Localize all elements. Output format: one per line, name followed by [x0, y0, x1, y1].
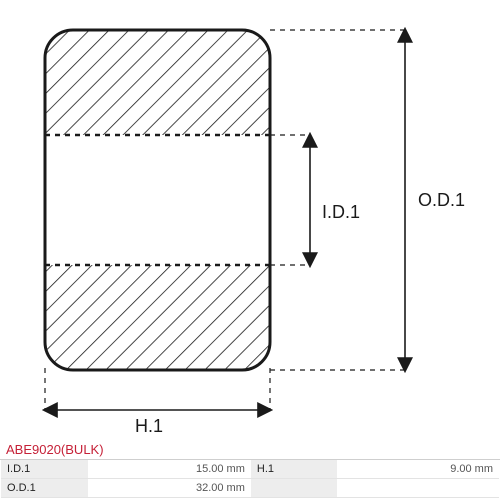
id1-label: I.D.1	[322, 202, 360, 222]
spec-empty-value	[337, 479, 500, 498]
spec-id1-value: 15.00 mm	[88, 460, 251, 479]
h1-label: H.1	[135, 416, 163, 436]
spec-empty-label	[251, 479, 337, 498]
part-code: ABE9020(BULK)	[0, 440, 500, 460]
spec-h1-label: H.1	[251, 460, 337, 479]
spec-od1-value: 32.00 mm	[88, 479, 251, 498]
table-row: I.D.1 15.00 mm H.1 9.00 mm	[1, 460, 499, 479]
technical-diagram: O.D.1 I.D.1 H.1	[0, 0, 500, 440]
spec-id1-label: I.D.1	[1, 460, 88, 479]
table-row: O.D.1 32.00 mm	[1, 479, 499, 498]
spec-table: I.D.1 15.00 mm H.1 9.00 mm O.D.1 32.00 m…	[1, 460, 499, 498]
spec-h1-value: 9.00 mm	[337, 460, 500, 479]
spec-od1-label: O.D.1	[1, 479, 88, 498]
od1-label: O.D.1	[418, 190, 465, 210]
